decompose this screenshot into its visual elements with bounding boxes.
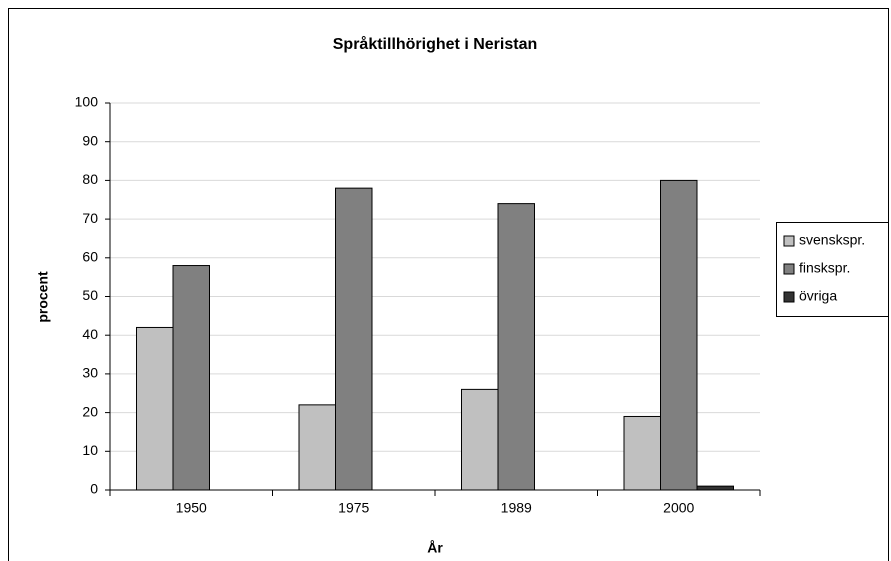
legend-swatch	[783, 235, 795, 247]
y-tick-label: 80	[82, 171, 98, 187]
x-tick-label: 1975	[338, 500, 369, 516]
y-tick-label: 20	[82, 403, 98, 419]
bar	[497, 203, 535, 491]
y-axis-label: procent	[35, 271, 51, 323]
x-axis-label: År	[427, 540, 443, 556]
x-tick-label: 1989	[501, 500, 532, 516]
legend-swatch	[783, 263, 795, 275]
y-tick-label: 40	[82, 326, 98, 342]
bar	[696, 485, 734, 491]
bar	[136, 326, 174, 491]
legend-label: svenskspr.	[799, 232, 865, 248]
legend-swatch	[783, 291, 795, 303]
y-tick-label: 0	[90, 481, 98, 497]
legend-label: övriga	[799, 288, 837, 304]
legend-label: finskspr.	[799, 260, 850, 276]
y-tick-label: 90	[82, 132, 98, 148]
bar	[335, 187, 373, 491]
y-tick-label: 60	[82, 249, 98, 265]
y-tick-label: 70	[82, 210, 98, 226]
legend-box	[776, 222, 889, 317]
x-tick-label: 1950	[176, 500, 207, 516]
y-tick-label: 10	[82, 442, 98, 458]
bar	[623, 415, 661, 491]
bar	[172, 265, 210, 491]
y-tick-label: 30	[82, 365, 98, 381]
bar	[461, 388, 499, 491]
y-tick-label: 100	[75, 94, 99, 110]
bar	[660, 179, 698, 491]
y-tick-label: 50	[82, 287, 98, 303]
bar	[298, 404, 336, 491]
chart-title: Språktillhörighet i Neristan	[333, 35, 537, 53]
x-tick-label: 2000	[663, 500, 694, 516]
